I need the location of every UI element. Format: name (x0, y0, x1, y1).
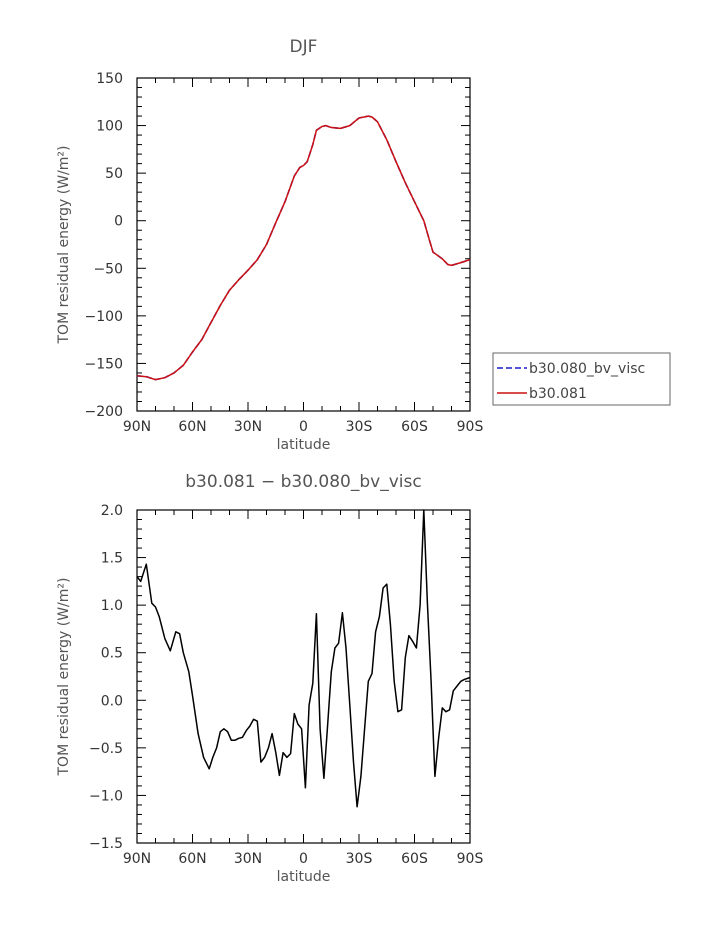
y-tick-label: 50 (105, 166, 123, 182)
x-tick-label: 90S (457, 851, 484, 867)
y-tick-label: −200 (85, 404, 123, 420)
series-line-b30-081 (136, 115, 471, 381)
y-tick-label: −150 (85, 356, 123, 372)
x-tick-label: 60N (178, 419, 206, 435)
x-tick-label: 30S (346, 851, 373, 867)
y-tick-label: −1.0 (89, 788, 123, 804)
y-tick-label: 0.0 (101, 693, 123, 709)
x-tick-label: 30N (234, 851, 262, 867)
series-line-b30-080-bv-visc (136, 115, 471, 381)
x-tick-label: 60N (178, 851, 206, 867)
bottom-chart-x-axis-label: latitude (277, 869, 331, 885)
bottom-chart-panel: b30.081 − b30.080_bv_visc 90N 60N 30N 0 30S 6… (56, 472, 483, 885)
top-chart-x-axis-label: latitude (277, 437, 331, 453)
x-tick-label: 30S (346, 419, 373, 435)
top-chart-y-axis-label: TOM residual energy (W/m²) (56, 146, 72, 345)
x-tick-label: 90N (123, 419, 151, 435)
x-tick-label: 60S (401, 419, 428, 435)
x-tick-label: 0 (299, 419, 308, 435)
x-tick-label: 90N (123, 851, 151, 867)
legend-label-b30-081: b30.081 (529, 386, 587, 402)
legend-box (492, 352, 671, 406)
x-tick-label: 60S (401, 851, 428, 867)
bottom-chart-frame (136, 509, 471, 844)
bottom-chart-ticks: 90N 60N 30N 0 30S 60S 90S −1.5 −1.0 −0.5 0.0 0.5 1.0… (89, 503, 483, 867)
y-tick-label: −1.5 (89, 836, 123, 852)
legend-label-b30-080-bv-visc: b30.080_bv_visc (529, 361, 645, 377)
top-chart-ticks: 90N 60N 30N 0 30S 60S 90S −200 −150 −100 −50 0 50 100… (85, 71, 484, 435)
legend: b30.080_bv_visc b30.081 (492, 352, 671, 406)
y-tick-label: −100 (85, 309, 123, 325)
y-tick-label: −50 (93, 261, 123, 277)
x-tick-label: 0 (299, 851, 308, 867)
y-tick-label: −0.5 (89, 741, 123, 757)
x-tick-label: 90S (457, 419, 484, 435)
y-tick-label: 1.5 (101, 551, 123, 567)
y-tick-label: 150 (96, 71, 123, 87)
y-tick-label: 0 (114, 214, 123, 230)
y-tick-label: 0.5 (101, 646, 123, 662)
bottom-chart-series (136, 509, 471, 808)
top-chart-panel: DJF 90N 60N 30N 0 30S 60S 90S −200 −150 −100 −50 0 5… (56, 37, 483, 453)
x-tick-label: 30N (234, 419, 262, 435)
y-tick-label: 2.0 (101, 503, 123, 519)
y-tick-label: 1.0 (101, 598, 123, 614)
top-chart-series (136, 115, 471, 381)
series-line-difference (136, 509, 471, 808)
top-chart-title: DJF (290, 37, 318, 57)
bottom-chart-y-axis-label: TOM residual energy (W/m²) (56, 578, 72, 777)
bottom-chart-title: b30.081 − b30.080_bv_visc (185, 472, 421, 492)
y-tick-label: 100 (96, 119, 123, 135)
